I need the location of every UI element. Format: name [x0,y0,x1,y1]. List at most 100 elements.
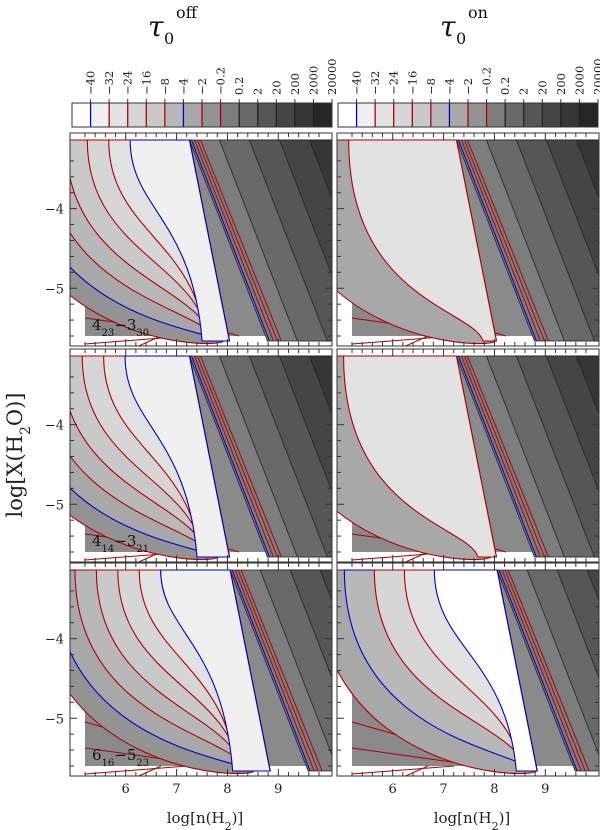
contour-line [504,569,586,772]
y-tick-label: −4 [45,633,64,648]
contour-line [463,139,545,342]
y-tick-label: −4 [45,419,64,434]
contour-line [196,355,278,558]
contour-line [501,569,582,772]
title-left: τ 0 off [148,3,199,48]
contour-line [498,569,578,772]
x-tick-label: 6 [389,782,397,797]
colorbar-tick-label: −24 [387,71,401,95]
colorbar-swatch [90,103,110,127]
colorbar-swatch [542,103,561,127]
contour-line [404,551,429,562]
colorbar-tick-label: −4 [176,78,190,95]
svg-text:log[n(H2)]: log[n(H2)] [167,809,244,830]
colorbar-swatch [127,103,147,127]
colorbar-tick-label: −24 [121,71,135,95]
absorption-contour [343,355,498,558]
contour-line [190,139,270,342]
panel-plot-area [337,569,599,776]
colorbar-swatch [338,103,357,127]
contour-line [457,139,537,342]
x-tick-label: 9 [541,782,549,797]
colorbar-swatch [505,103,524,127]
contour-line [196,139,278,342]
colorbar-swatch [393,103,413,127]
x-tick-label: 6 [122,782,130,797]
contour-fill [556,569,599,680]
panel-plot-area [337,355,599,562]
contour-fill [575,355,599,416]
x-label-left-end: )] [232,809,244,827]
contour-line [137,335,162,346]
title-left-sub: 0 [164,29,174,48]
colorbar-swatch [164,103,184,127]
panel-frame [336,562,600,777]
colorbar-swatch [220,103,240,127]
colorbar-tick-label: −2 [461,78,475,95]
colorbar-tick-label: −2 [195,78,209,95]
y-tick-label: −4 [45,203,64,218]
contour-line [507,569,590,772]
colorbar-tick-label: −32 [368,71,382,95]
contour-line [231,569,311,772]
absorption-contour [433,569,538,772]
title-right-base: τ [440,10,456,43]
contour-fill [278,355,332,493]
colorbar-tick-label: 20 [269,80,283,95]
colorbar-tick-label: 20 [535,80,549,95]
contour-line [199,355,282,558]
colorbar-swatch [109,103,128,127]
absorption-contour [348,139,498,342]
contour-line [351,765,455,775]
contour-line [193,355,274,558]
colorbar-tick-label: 200 [554,73,568,95]
x-tick-label: 7 [439,782,447,797]
panel-frame [336,132,600,347]
panel-frame [69,132,333,347]
panel-plot-area [337,139,599,346]
contour-fill [278,139,332,277]
colorbar-tick-label: −40 [350,71,364,95]
y-label-base: log[X(H [3,435,27,517]
colorbar-swatch [313,103,332,127]
colorbar-tick-label: 2 [517,88,531,95]
colorbar-tick-label: −0.2 [214,67,228,95]
panel-plot-area [70,139,332,346]
panel-frame [69,348,333,563]
contour-line [137,551,162,562]
contour-fill [308,355,332,416]
title-right-sub: 0 [456,29,466,48]
x-label-left-sub: 2 [225,820,232,830]
contour-fill [586,569,599,602]
contour-line [460,139,541,342]
y-label-sub: 2 [18,426,34,435]
contour-line [237,569,319,772]
colorbar-tick-label: 2000 [306,66,320,95]
contour-line [234,569,315,772]
colorbar-swatch [486,103,506,127]
colorbar-tick-label: −32 [102,71,116,95]
y-label-end: O)] [3,393,27,427]
x-axis-label-right: log[n(H2)] [434,809,511,830]
panel-frame [69,562,333,777]
title-left-base: τ [148,10,164,43]
title-left-sup: off [176,3,199,22]
contour-line [404,765,429,776]
y-tick-label: −5 [45,498,64,513]
x-label-right-end: )] [499,809,511,827]
colorbar-tick-label: −40 [84,71,98,95]
contour-fill [319,569,332,602]
colorbar-swatch [560,103,580,127]
colorbar-tick-label: 20000 [591,58,600,95]
svg-text:log[X(H2O)]: log[X(H2O)] [3,393,34,518]
x-tick-label: 7 [172,782,180,797]
absorption-contour [124,355,231,558]
x-label-right-sub: 2 [492,820,499,830]
contour-line [137,765,162,776]
colorbar-tick-label: 2000 [572,66,586,95]
colorbar-swatch [183,103,202,127]
contour-line [84,765,188,775]
colorbar-tick-label: 0.2 [498,77,512,95]
panel-plot-area [70,569,332,776]
title-right-sup: on [468,3,488,22]
